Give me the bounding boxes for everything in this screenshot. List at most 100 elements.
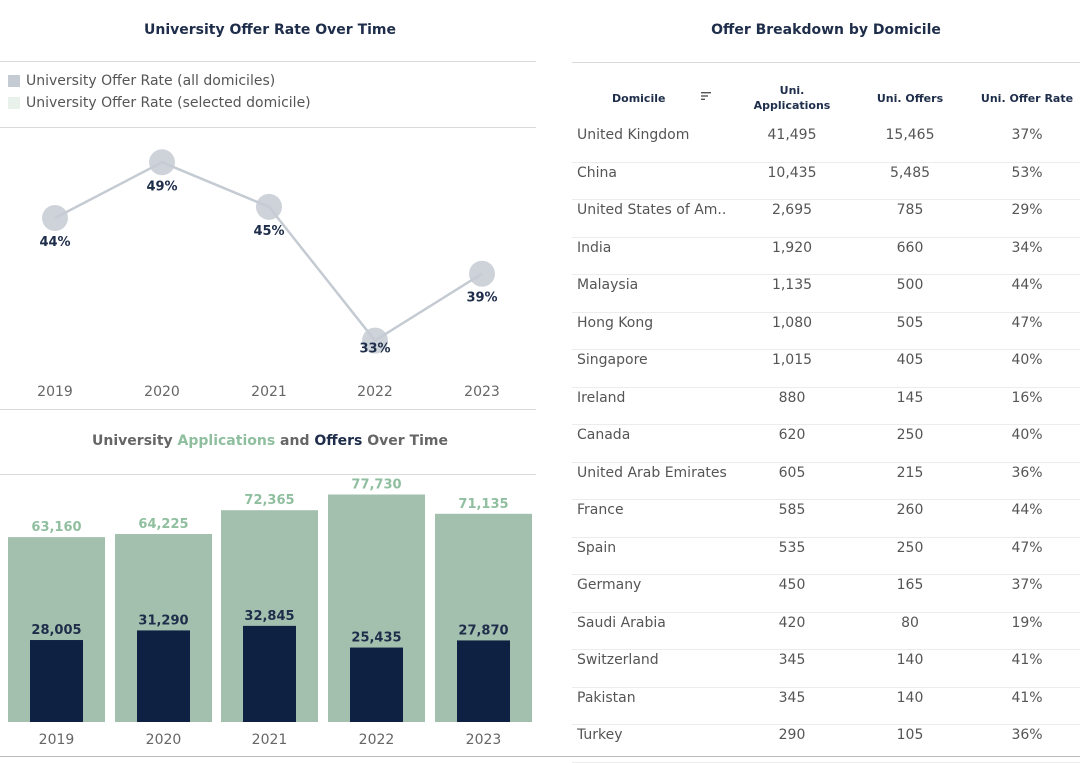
table-row[interactable]: United States of Am.. 2,695 785 29% <box>572 199 1080 238</box>
legend-label: University Offer Rate (all domiciles) <box>26 73 276 89</box>
divider <box>0 474 536 475</box>
cell-domicile: United States of Am.. <box>577 202 727 218</box>
left-column: University Offer Rate Over Time Universi… <box>0 0 540 757</box>
cell-offers: 215 <box>896 464 924 481</box>
cell-applications: 10,435 <box>767 164 817 181</box>
bar-title-applications: Applications <box>177 433 276 449</box>
header-offer-rate[interactable]: Uni. Offer Rate <box>980 92 1074 105</box>
cell-offer-rate: 47% <box>1011 314 1043 331</box>
cell-applications: 535 <box>778 539 806 556</box>
cell-applications: 2,695 <box>771 202 813 218</box>
right-column: Offer Breakdown by Domicile Domicile Uni… <box>572 0 1080 763</box>
table-row[interactable]: Ireland 880 145 16% <box>572 387 1080 425</box>
cell-offers: 140 <box>896 652 924 668</box>
legend-swatch <box>8 97 20 109</box>
table-row[interactable]: Switzerland 345 140 41% <box>572 649 1080 688</box>
cell-applications: 345 <box>778 652 806 668</box>
legend-item-selected-domicile[interactable]: University Offer Rate (selected domicile… <box>8 94 311 112</box>
legend-item-all-domiciles[interactable]: University Offer Rate (all domiciles) <box>8 72 275 90</box>
offer-rate-point[interactable] <box>256 193 282 220</box>
offer-rate-point[interactable] <box>42 205 68 231</box>
offer-rate-point[interactable] <box>469 260 495 287</box>
cell-offer-rate: 36% <box>1011 464 1043 481</box>
offer-rate-label: 44% <box>39 235 70 250</box>
bar-title-offers: Offers <box>314 433 363 449</box>
cell-offers: 785 <box>896 202 924 218</box>
offers-bar-label: 27,870 <box>458 623 508 638</box>
divider <box>0 127 536 128</box>
divider <box>0 409 536 410</box>
header-applications-line1: Uni. <box>779 84 805 97</box>
cell-domicile: Spain <box>577 539 617 556</box>
header-applications-line2: Applications <box>753 99 831 112</box>
table-row[interactable]: India 1,920 660 34% <box>572 237 1080 275</box>
cell-domicile: Saudi Arabia <box>577 614 666 631</box>
cell-domicile: United Kingdom <box>577 127 690 143</box>
cell-domicile: Turkey <box>577 727 623 743</box>
x-tick-label: 2023 <box>464 384 500 400</box>
applications-bar-label: 72,365 <box>244 493 294 508</box>
cell-offers: 505 <box>896 314 924 331</box>
offers-bar[interactable] <box>243 625 296 722</box>
offer-rate-line <box>54 160 483 343</box>
cell-applications: 620 <box>778 427 806 443</box>
cell-offers: 105 <box>896 727 924 743</box>
cell-offer-rate: 16% <box>1011 389 1043 406</box>
x-tick-label: 2020 <box>144 384 180 400</box>
divider <box>0 61 536 62</box>
table-row[interactable]: Pakistan 345 140 41% <box>572 687 1080 725</box>
table-row[interactable]: Hong Kong 1,080 505 47% <box>572 312 1080 350</box>
cell-applications: 1,920 <box>771 239 813 256</box>
cell-domicile: India <box>577 239 612 256</box>
table-row[interactable]: France 585 260 44% <box>572 499 1080 538</box>
applications-bar-label: 64,225 <box>138 517 188 532</box>
offers-bar[interactable] <box>30 640 83 722</box>
header-offers[interactable]: Uni. Offers <box>876 92 944 105</box>
cell-offer-rate: 40% <box>1011 352 1043 368</box>
cell-domicile: Hong Kong <box>577 314 654 331</box>
header-applications[interactable]: Uni. Applications <box>737 83 847 113</box>
cell-offer-rate: 41% <box>1011 652 1043 668</box>
cell-applications: 605 <box>778 464 806 481</box>
cell-applications: 41,495 <box>767 127 817 143</box>
offers-bar-label: 31,290 <box>138 613 188 628</box>
table-header: Domicile Uni. Applications Uni. Offers U… <box>572 62 1080 125</box>
x-tick-label: 2021 <box>252 732 288 748</box>
offers-bar-label: 28,005 <box>31 623 81 638</box>
offers-bar[interactable] <box>457 640 510 722</box>
applications-bar-label: 63,160 <box>31 520 81 535</box>
offers-bar-label: 32,845 <box>244 609 294 624</box>
table-row[interactable]: Canada 620 250 40% <box>572 424 1080 463</box>
table-row[interactable]: Spain 535 250 47% <box>572 537 1080 575</box>
cell-offer-rate: 29% <box>1011 202 1043 218</box>
cell-offers: 15,465 <box>885 127 935 143</box>
header-domicile[interactable]: Domicile <box>612 92 666 105</box>
cell-offers: 250 <box>896 539 924 556</box>
offers-bar[interactable] <box>350 647 403 722</box>
offers-bar-label: 25,435 <box>351 631 401 646</box>
table-row[interactable]: Germany 450 165 37% <box>572 574 1080 613</box>
cell-offers: 660 <box>896 239 924 256</box>
cell-offer-rate: 19% <box>1011 614 1043 631</box>
bar-title-suffix: Over Time <box>362 433 448 449</box>
bar-title-prefix: University <box>92 433 178 449</box>
x-tick-label: 2021 <box>251 384 287 400</box>
applications-bar-label: 71,135 <box>458 497 508 512</box>
table-row[interactable]: United Arab Emirates 605 215 36% <box>572 462 1080 500</box>
cell-applications: 880 <box>778 389 806 406</box>
cell-domicile: Germany <box>577 577 642 593</box>
table-row[interactable]: China 10,435 5,485 53% <box>572 162 1080 200</box>
table-row[interactable]: Singapore 1,015 405 40% <box>572 349 1080 388</box>
offers-bar[interactable] <box>137 630 190 722</box>
offer-rate-point[interactable] <box>362 327 388 354</box>
table-row[interactable]: Saudi Arabia 420 80 19% <box>572 612 1080 650</box>
cell-offer-rate: 44% <box>1011 277 1043 293</box>
x-tick-label: 2020 <box>146 732 182 748</box>
offer-rate-point[interactable] <box>149 149 175 176</box>
cell-offers: 405 <box>896 352 924 368</box>
cell-offers: 260 <box>896 502 924 518</box>
cell-domicile: France <box>577 502 624 518</box>
sort-icon[interactable] <box>700 91 712 101</box>
table-row[interactable]: Malaysia 1,135 500 44% <box>572 274 1080 313</box>
table-row[interactable]: United Kingdom 41,495 15,465 37% <box>572 124 1080 163</box>
